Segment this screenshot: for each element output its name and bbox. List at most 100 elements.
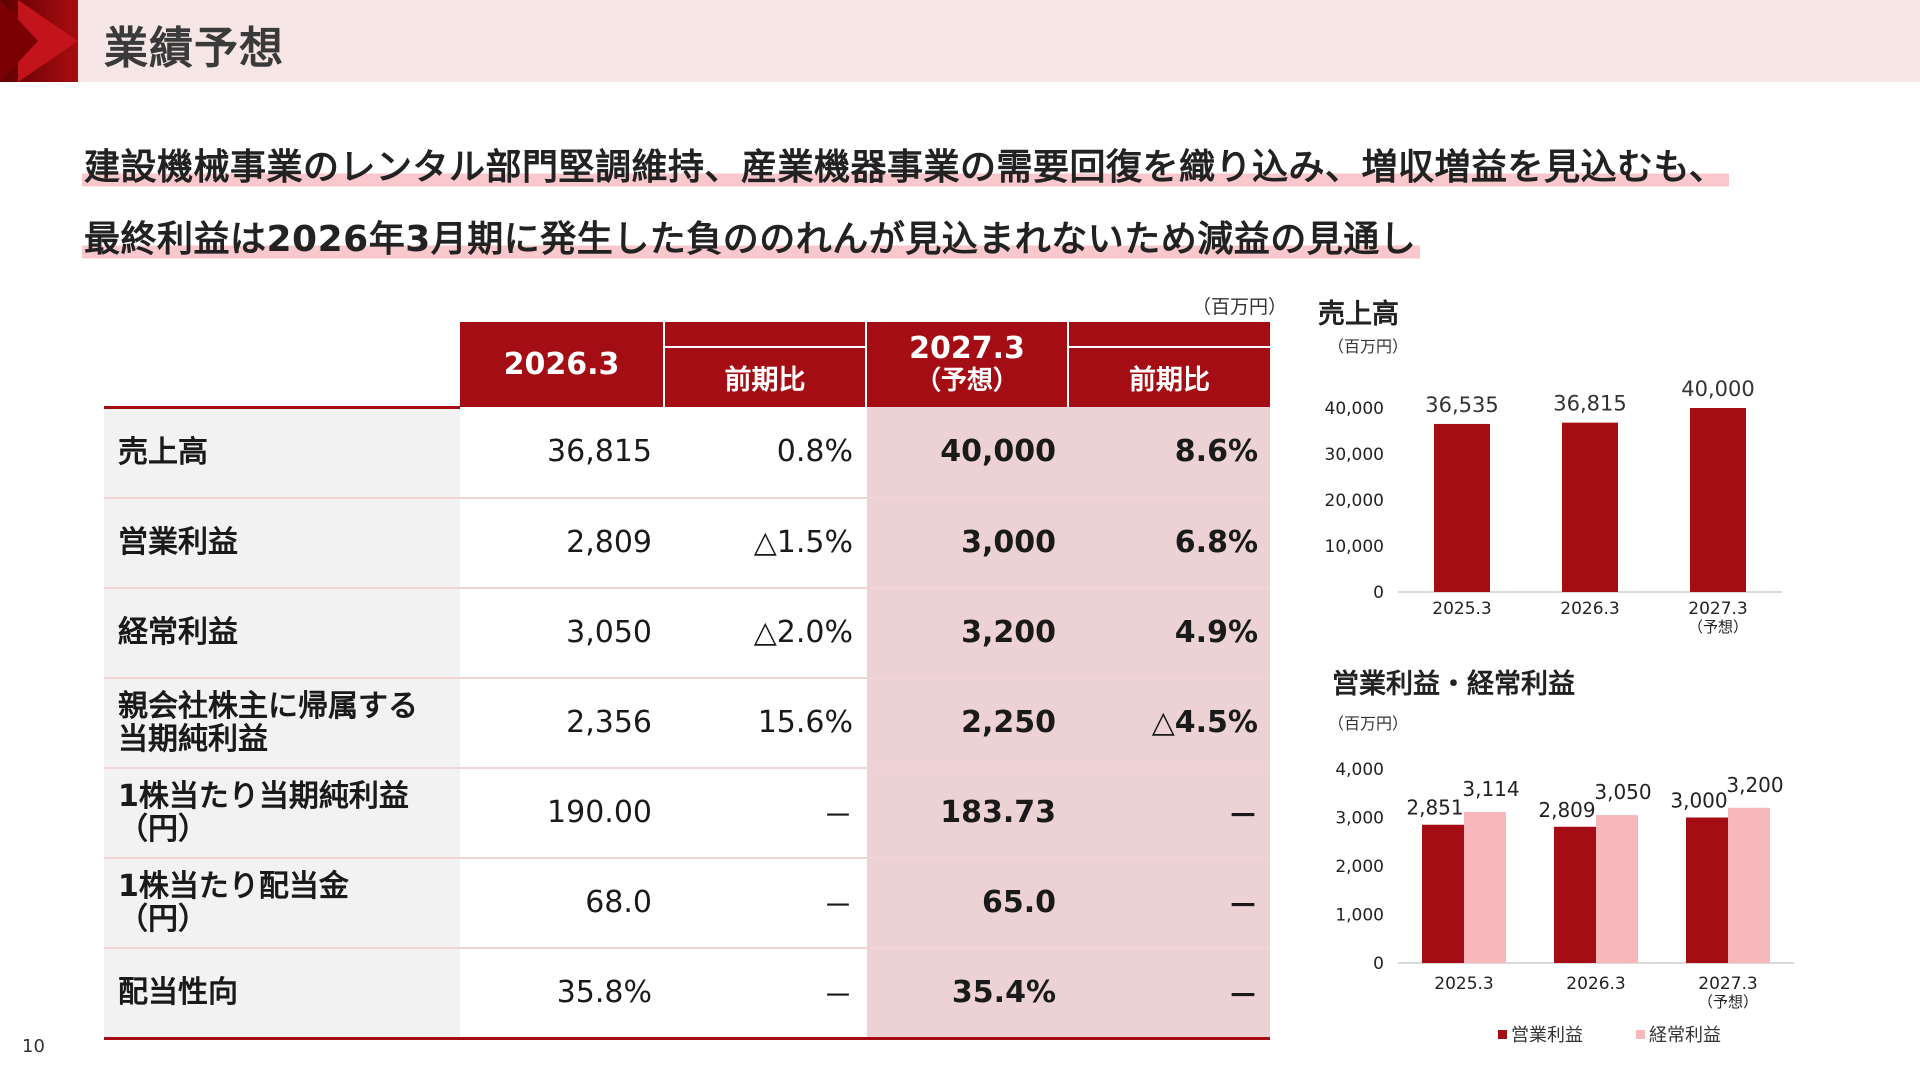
cell-forecast: 183.73: [865, 767, 1068, 859]
cell-actual: 68.0: [460, 857, 664, 949]
row-label: 配当性向: [104, 947, 460, 1040]
sales-chart-unit: （百万円）: [1328, 337, 1409, 356]
y-tick-label: 3,000: [1335, 809, 1384, 829]
profit-chart-unit: （百万円）: [1328, 714, 1409, 733]
cell-actual: 2,809: [460, 497, 664, 589]
y-tick-label: 10,000: [1325, 537, 1384, 557]
row-label: 1株当たり配当金 （円）: [104, 857, 460, 949]
y-tick-label: 0: [1373, 583, 1384, 603]
header-logo-mark: [0, 0, 78, 82]
y-tick-label: 1,000: [1335, 906, 1384, 926]
table-row: 営業利益 2,809 △1.5% 3,000 6.8%: [104, 497, 1270, 589]
cell-yoy2: 4.9%: [1068, 587, 1270, 679]
cell-yoy2: 8.6%: [1068, 407, 1270, 499]
x-tick-sublabel: （予想）: [1688, 618, 1748, 636]
cell-forecast: 35.4%: [865, 947, 1068, 1040]
table-row: 配当性向 35.8% － 35.4% －: [104, 947, 1270, 1040]
bar: [1728, 807, 1770, 963]
col-header-2027-forecast: 2027.3 （予想）: [865, 322, 1068, 407]
cell-yoy: －: [664, 767, 866, 859]
cell-actual: 2,356: [460, 677, 664, 769]
cell-forecast: 40,000: [865, 407, 1068, 499]
x-tick-label: 2025.3: [1432, 599, 1491, 619]
cell-forecast: 65.0: [865, 857, 1068, 949]
y-tick-label: 30,000: [1325, 445, 1384, 465]
data-label: 2,851: [1406, 796, 1463, 820]
cell-yoy: △1.5%: [664, 497, 866, 589]
data-label: 3,200: [1726, 773, 1783, 797]
bar: [1554, 826, 1596, 963]
cell-yoy: 0.8%: [664, 407, 866, 499]
table-unit-note: （百万円）: [1192, 296, 1288, 318]
legend-swatch: [1498, 1030, 1507, 1039]
col-header-yoy-2: 前期比: [1067, 346, 1270, 407]
cell-yoy2: －: [1068, 767, 1270, 859]
cell-actual: 35.8%: [460, 947, 664, 1040]
data-label: 36,535: [1425, 393, 1498, 417]
cell-yoy: －: [664, 857, 866, 949]
page-title: 業績予想: [104, 23, 284, 74]
legend-swatch: [1636, 1030, 1645, 1039]
bar: [1686, 817, 1728, 963]
row-label: 親会社株主に帰属する 当期純利益: [104, 677, 460, 769]
data-label: 2,809: [1538, 798, 1595, 822]
table-row: 経常利益 3,050 △2.0% 3,200 4.9%: [104, 587, 1270, 679]
data-label: 3,000: [1670, 789, 1727, 813]
bar: [1422, 824, 1464, 963]
cell-yoy: 15.6%: [664, 677, 866, 769]
cell-yoy2: －: [1068, 947, 1270, 1040]
data-label: 36,815: [1553, 392, 1626, 416]
bar: [1596, 815, 1638, 963]
y-tick-label: 2,000: [1335, 857, 1384, 877]
cell-yoy2: 6.8%: [1068, 497, 1270, 589]
x-tick-label: 2025.3: [1434, 974, 1493, 994]
col-header-yoy-1: 前期比: [663, 346, 866, 407]
row-label: 1株当たり当期純利益 （円）: [104, 767, 460, 859]
cell-forecast: 3,000: [865, 497, 1068, 589]
y-tick-label: 20,000: [1325, 491, 1384, 511]
cell-actual: 190.00: [460, 767, 664, 859]
legend-label: 経常利益: [1649, 1025, 1721, 1046]
table-row: 売上高 36,815 0.8% 40,000 8.6%: [104, 407, 1270, 499]
legend-label: 営業利益: [1511, 1025, 1583, 1046]
col-header-2026: 2026.3: [460, 322, 664, 407]
cell-forecast: 2,250: [865, 677, 1068, 769]
headline-line-2: 最終利益は2026年3月期に発生した負ののれんが見込まれないため減益の見通し: [82, 210, 1822, 262]
bar: [1434, 423, 1490, 592]
x-tick-label: 2026.3: [1560, 599, 1619, 619]
table-row: 1株当たり配当金 （円） 68.0 － 65.0 －: [104, 857, 1270, 949]
row-label: 売上高: [104, 407, 460, 499]
data-label: 3,050: [1594, 780, 1651, 804]
data-label: 3,114: [1462, 777, 1519, 801]
y-tick-label: 40,000: [1325, 399, 1384, 419]
row-label: 営業利益: [104, 497, 460, 589]
page-number: 10: [22, 1036, 45, 1057]
cell-yoy: －: [664, 947, 866, 1040]
x-tick-label: 2027.3: [1688, 599, 1747, 619]
cell-forecast: 3,200: [865, 587, 1068, 679]
table-row: 親会社株主に帰属する 当期純利益 2,356 15.6% 2,250 △4.5%: [104, 677, 1270, 769]
cell-actual: 36,815: [460, 407, 664, 499]
bar: [1690, 408, 1746, 592]
table-row: 1株当たり当期純利益 （円） 190.00 － 183.73 －: [104, 767, 1270, 859]
row-label: 経常利益: [104, 587, 460, 679]
cell-yoy2: －: [1068, 857, 1270, 949]
y-tick-label: 0: [1373, 954, 1384, 974]
sales-chart-title: 売上高: [1318, 299, 1399, 330]
headline-line-1: 建設機械事業のレンタル部門堅調維持、産業機器事業の需要回復を織り込み、増収増益を…: [82, 138, 1822, 190]
x-tick-label: 2027.3: [1698, 974, 1757, 994]
profit-chart-title: 営業利益・経常利益: [1332, 669, 1575, 700]
x-tick-sublabel: （予想）: [1698, 993, 1758, 1011]
cell-yoy2: △4.5%: [1068, 677, 1270, 769]
data-label: 40,000: [1681, 377, 1754, 401]
bar: [1562, 422, 1618, 592]
y-tick-label: 4,000: [1335, 760, 1384, 780]
bar: [1464, 811, 1506, 963]
financial-forecast-table: 2026.3 2027.3 （予想） 前期比 前期比 売上高 36,815 0.8%…: [104, 322, 1270, 1040]
header-bar: 業績予想: [0, 0, 1920, 82]
cell-actual: 3,050: [460, 587, 664, 679]
x-tick-label: 2026.3: [1566, 974, 1625, 994]
cell-yoy: △2.0%: [664, 587, 866, 679]
sales-bar-chart: 0 10,000 20,000 30,000 40,000 36,535 2025.3 36,…: [1325, 377, 1782, 636]
